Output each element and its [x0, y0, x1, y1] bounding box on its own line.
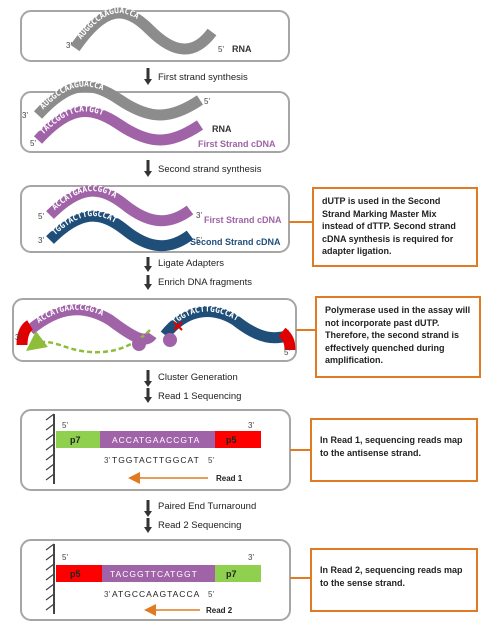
- note-read2: In Read 2, sequencing reads map to the s…: [310, 548, 478, 612]
- first-cdna-label: First Strand cDNA: [198, 139, 276, 149]
- insert-read2: [102, 565, 215, 582]
- insert-seq-read1: ACCATGAACCGTA: [112, 435, 200, 445]
- p7-adapter: [56, 431, 100, 448]
- left-adapter: [16, 320, 34, 346]
- step-arrow-2-head: [144, 171, 152, 177]
- second-5prime: 5': [196, 236, 202, 245]
- read1-seq-3prime: 3': [104, 456, 110, 465]
- step-first-strand: First strand synthesis: [158, 72, 248, 83]
- rna-label-2: RNA: [212, 124, 232, 134]
- step-arrow-8-head: [144, 527, 152, 533]
- read1-5prime: 5': [62, 421, 68, 430]
- note-read1: In Read 1, sequencing reads map to the a…: [310, 418, 478, 482]
- flowcell-hatch-2: [45, 543, 55, 611]
- step-second-strand: Second strand synthesis: [158, 164, 262, 175]
- read2-5prime: 5': [62, 553, 68, 562]
- note-dutp: dUTP is used in the Second Strand Markin…: [312, 187, 478, 267]
- read1-label: Read 1: [216, 474, 243, 483]
- p7-label-2: p7: [226, 569, 237, 579]
- rna-5prime: 5': [218, 45, 224, 54]
- step-ligate: Ligate Adapters: [158, 258, 224, 269]
- second-3prime: 3': [38, 236, 44, 245]
- p5-adapter: [215, 431, 261, 448]
- step-arrow-7-head: [144, 511, 152, 517]
- step-read1: Read 1 Sequencing: [158, 391, 241, 402]
- second-cdna-label: Second Strand cDNA: [190, 237, 281, 247]
- rna-3prime: 3': [66, 41, 72, 50]
- adapt-5prime: 5': [284, 348, 290, 357]
- step-cluster: Cluster Generation: [158, 372, 238, 383]
- note-polymerase: Polymerase used in the assay will not in…: [315, 296, 481, 378]
- step-arrow-6-head: [144, 397, 152, 403]
- read1-3prime: 3': [248, 421, 254, 430]
- polymerase-left: [132, 337, 146, 351]
- step-enrich: Enrich DNA fragments: [158, 277, 252, 288]
- adapt-3prime: 3': [15, 333, 21, 342]
- right-adapter: [278, 327, 296, 351]
- step-arrow-1-head: [144, 79, 152, 85]
- p5-label: p5: [226, 435, 237, 445]
- rna-label: RNA: [232, 44, 252, 54]
- read1-seq-5prime: 5': [208, 456, 214, 465]
- read2-sequence: ATGCCAAGTACCA: [112, 589, 200, 599]
- cdna-5prime: 5': [30, 139, 36, 148]
- read2-seq-5prime: 5': [208, 590, 214, 599]
- p5-label-2: p5: [70, 569, 81, 579]
- step-read2: Read 2 Sequencing: [158, 520, 241, 531]
- read1-sequence: TGGTACTTGGCAT: [112, 455, 200, 465]
- block-x-icon: [173, 321, 183, 331]
- step-arrow-5-head: [144, 381, 152, 387]
- read2-label: Read 2: [206, 606, 233, 615]
- insert-read1: [100, 431, 215, 448]
- step-arrow-4-head: [144, 284, 152, 290]
- insert-seq-read2: TACGGTTCATGGT: [110, 569, 198, 579]
- p7-label: p7: [70, 435, 81, 445]
- p5-adapter-2: [56, 565, 102, 582]
- rna2-5prime: 5': [204, 97, 210, 106]
- first3-3prime: 3': [196, 211, 202, 220]
- first3-5prime: 5': [38, 212, 44, 221]
- step-turnaround: Paired End Turnaround: [158, 501, 256, 512]
- polymerase-right: [163, 333, 177, 347]
- read2-3prime: 3': [248, 553, 254, 562]
- flowcell-hatch-1: [45, 413, 55, 481]
- step-arrow-3-head: [144, 266, 152, 272]
- polymerase-extension: [25, 329, 151, 354]
- rna2-3prime: 3': [22, 111, 28, 120]
- p7-adapter-2: [215, 565, 261, 582]
- read2-seq-3prime: 3': [104, 590, 110, 599]
- first-cdna-label-3: First Strand cDNA: [204, 215, 282, 225]
